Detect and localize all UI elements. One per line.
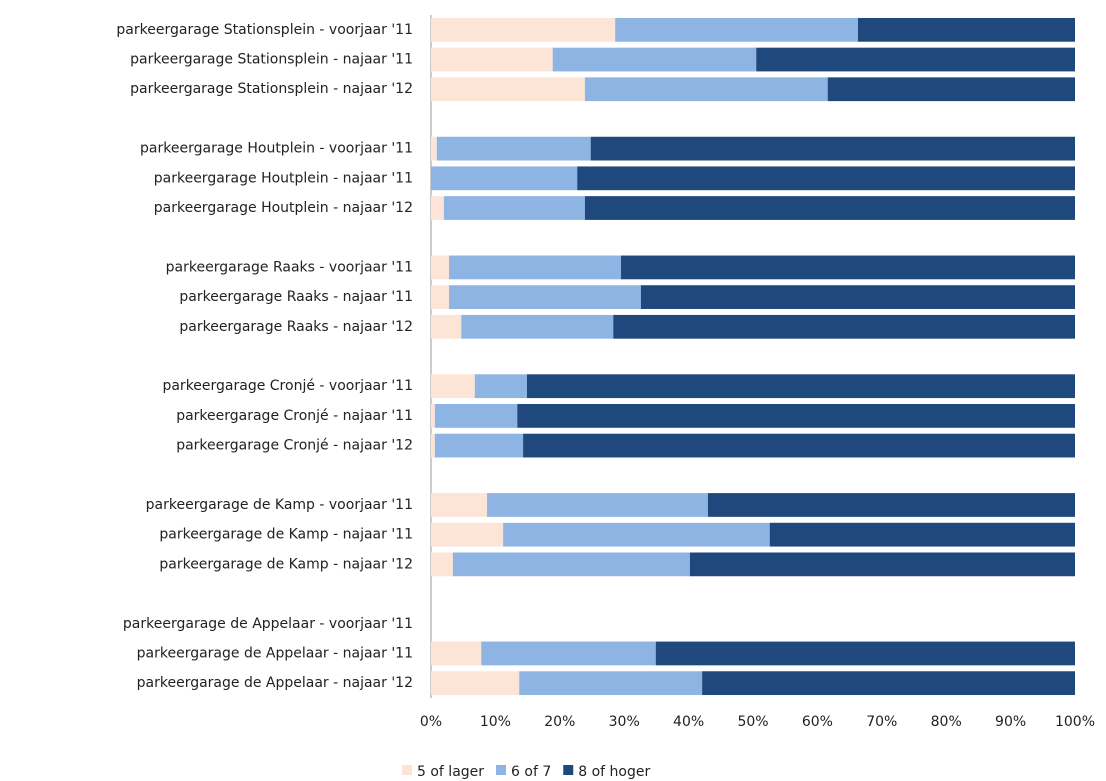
y-tick-label: parkeergarage Houtplein - voorjaar '11 <box>140 141 413 157</box>
bar-segment <box>523 433 1075 458</box>
bar-segment <box>431 552 453 577</box>
bar-segment <box>827 77 1075 102</box>
bar-segment <box>449 285 641 309</box>
bar-segment <box>590 136 1075 161</box>
x-tick-label: 20% <box>544 714 575 730</box>
bar-segment <box>620 255 1075 280</box>
bar-segment <box>613 314 1075 339</box>
y-tick-label: parkeergarage Raaks - najaar '12 <box>179 319 413 335</box>
y-tick-label: parkeergarage Raaks - najaar '11 <box>179 289 413 305</box>
x-tick-label: 60% <box>802 714 833 730</box>
legend-label: 5 of lager <box>417 764 484 780</box>
bar-segment <box>481 641 656 666</box>
bar-segment <box>756 47 1075 72</box>
bar-segment <box>517 404 1075 428</box>
y-tick-label: parkeergarage de Appelaar - voorjaar '11 <box>123 616 413 632</box>
bar-segment <box>431 77 585 102</box>
legend-swatch <box>563 765 574 775</box>
bar-segment <box>526 374 1075 399</box>
x-tick-label: 40% <box>673 714 704 730</box>
bar-segment <box>431 166 578 191</box>
bar-segment <box>769 522 1075 547</box>
bar-segment <box>461 314 614 339</box>
x-tick-label: 0% <box>420 714 442 730</box>
bar-segment <box>452 552 690 577</box>
y-tick-label: parkeergarage Stationsplein - voorjaar '… <box>116 22 413 38</box>
bar-segment <box>431 641 482 666</box>
y-tick-label: parkeergarage Cronjé - najaar '12 <box>176 438 413 454</box>
y-tick-label: parkeergarage de Kamp - najaar '11 <box>159 527 413 543</box>
bar-segment <box>503 522 770 547</box>
bar-segment <box>640 285 1075 309</box>
x-tick-label: 10% <box>480 714 511 730</box>
bar-segment <box>436 136 591 161</box>
bar-segment <box>615 17 858 42</box>
bar-segment <box>449 255 621 280</box>
bar-segment <box>434 433 524 458</box>
y-tick-label: parkeergarage de Kamp - voorjaar '11 <box>146 497 413 513</box>
y-tick-label: parkeergarage Cronjé - voorjaar '11 <box>162 378 413 394</box>
bar-segment <box>519 671 703 696</box>
legend-label: 6 of 7 <box>511 764 551 780</box>
bar-segment <box>431 285 450 309</box>
bar-segment <box>431 47 553 72</box>
bar-segment <box>577 166 1075 191</box>
y-tick-label: parkeergarage de Appelaar - najaar '11 <box>137 645 413 661</box>
y-tick-label: parkeergarage de Kamp - najaar '12 <box>159 556 413 572</box>
x-tick-label: 90% <box>995 714 1026 730</box>
bar-segment <box>707 493 1075 517</box>
bar-segment <box>431 374 475 399</box>
bar-segment <box>857 17 1075 42</box>
x-tick-label: 80% <box>931 714 962 730</box>
y-tick-label: parkeergarage Houtplein - najaar '11 <box>154 170 413 186</box>
bar-segment <box>487 493 708 517</box>
bar-segment <box>431 433 435 458</box>
bar-segment <box>474 374 527 399</box>
bar-segment <box>552 47 757 72</box>
y-tick-label: parkeergarage Stationsplein - najaar '11 <box>130 52 413 68</box>
bar-segment <box>434 404 518 428</box>
bar-segment <box>431 522 504 547</box>
legend-swatch <box>402 765 412 775</box>
bar-segment <box>431 493 488 517</box>
x-tick-label: 30% <box>609 714 640 730</box>
bar-segment <box>584 196 1075 220</box>
bar-segment <box>443 196 585 220</box>
bar-segment <box>689 552 1075 577</box>
legend-swatch <box>496 765 507 775</box>
y-tick-label: parkeergarage Stationsplein - najaar '12 <box>130 81 413 97</box>
x-tick-label: 50% <box>737 714 768 730</box>
bar-segment <box>431 17 616 42</box>
bar-segment <box>431 671 520 696</box>
bar-segment <box>702 671 1075 696</box>
bar-segment <box>431 136 437 161</box>
bar-segment <box>584 77 828 102</box>
x-tick-label: 100% <box>1055 714 1095 730</box>
y-tick-label: parkeergarage Raaks - voorjaar '11 <box>166 259 413 275</box>
y-tick-label: parkeergarage Houtplein - najaar '12 <box>154 200 413 216</box>
x-tick-label: 70% <box>866 714 897 730</box>
legend-label: 8 of hoger <box>578 764 650 780</box>
bar-segment <box>431 255 450 280</box>
y-tick-label: parkeergarage de Appelaar - najaar '12 <box>137 675 413 691</box>
y-tick-label: parkeergarage Cronjé - najaar '11 <box>176 408 413 424</box>
bar-segment <box>431 314 462 339</box>
bar-segment <box>655 641 1075 666</box>
bar-segment <box>431 404 435 428</box>
bar-segment <box>431 196 444 220</box>
